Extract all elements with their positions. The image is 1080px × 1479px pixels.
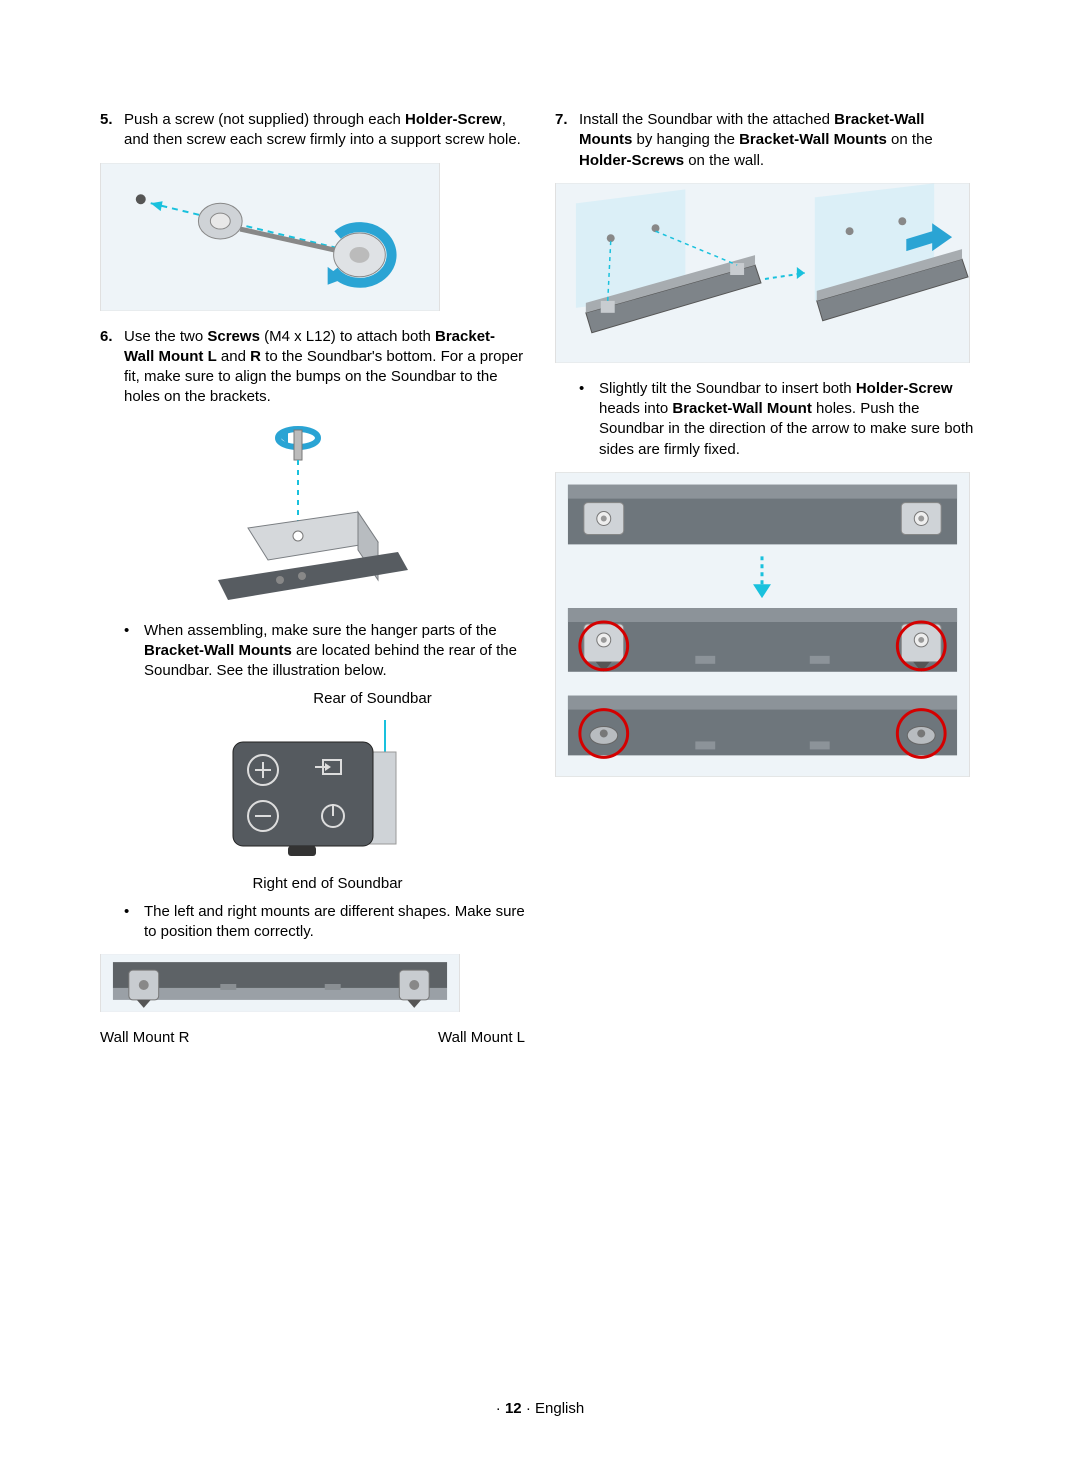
bold: Bracket-Wall Mounts: [144, 642, 292, 659]
step-number: 5.: [100, 110, 124, 151]
lang: English: [535, 1400, 584, 1417]
right-column: 7. Install the Soundbar with the attache…: [555, 110, 980, 1049]
note-body: When assembling, make sure the hanger pa…: [144, 621, 525, 682]
step-body: Use the two Screws (M4 x L12) to attach …: [124, 327, 525, 408]
text: on the wall.: [684, 152, 764, 169]
text: Use the two: [124, 328, 207, 345]
text: Push a screw (not supplied) through each: [124, 111, 405, 128]
page-number: 12: [505, 1400, 522, 1417]
figure-bracket-attach: [208, 420, 418, 605]
text: heads into: [599, 400, 672, 417]
bold: Holder-Screws: [579, 152, 684, 169]
figure-soundbar-end: [213, 718, 413, 868]
bold: Screws: [207, 328, 260, 345]
text: by hanging the: [632, 131, 739, 148]
dot: ·: [522, 1400, 535, 1417]
dot: ·: [496, 1400, 505, 1417]
text: When assembling, make sure the hanger pa…: [144, 622, 497, 639]
step-5: 5. Push a screw (not supplied) through e…: [100, 110, 525, 151]
step-7: 7. Install the Soundbar with the attache…: [555, 110, 980, 171]
step-number: 6.: [100, 327, 124, 408]
step-body: Install the Soundbar with the attached B…: [579, 110, 980, 171]
text: Slightly tilt the Soundbar to insert bot…: [599, 380, 856, 397]
text: and: [217, 348, 250, 365]
note-tilt-insert: • Slightly tilt the Soundbar to insert b…: [579, 379, 980, 460]
step-number: 7.: [555, 110, 579, 171]
step-6: 6. Use the two Screws (M4 x L12) to atta…: [100, 327, 525, 408]
wall-mount-labels: Wall Mount R Wall Mount L: [100, 1028, 525, 1048]
note-body: Slightly tilt the Soundbar to insert bot…: [599, 379, 980, 460]
text: Install the Soundbar with the attached: [579, 111, 834, 128]
bullet-icon: •: [124, 621, 144, 682]
figure-screw-through-holder: [100, 163, 440, 311]
left-column: 5. Push a screw (not supplied) through e…: [100, 110, 525, 1049]
figure-fix-sequence: [555, 472, 970, 777]
text: on the: [887, 131, 933, 148]
figure-wall-mounts: [100, 954, 460, 1012]
wall-mount-r-label: Wall Mount R: [100, 1028, 189, 1048]
bold: Bracket-Wall Mount: [672, 400, 811, 417]
bold: Holder-Screw: [856, 380, 953, 397]
rear-label: Rear of Soundbar: [220, 689, 525, 709]
bold: R: [250, 348, 261, 365]
two-column-layout: 5. Push a screw (not supplied) through e…: [100, 110, 980, 1049]
note-different-shapes: • The left and right mounts are differen…: [124, 902, 525, 943]
text: (M4 x L12) to attach both: [260, 328, 435, 345]
step-body: Push a screw (not supplied) through each…: [124, 110, 525, 151]
note-hanger-behind: • When assembling, make sure the hanger …: [124, 621, 525, 682]
bold: Holder-Screw: [405, 111, 502, 128]
bold: Bracket-Wall Mounts: [739, 131, 887, 148]
figure-hang-soundbar: [555, 183, 970, 363]
note-body: The left and right mounts are different …: [144, 902, 525, 943]
bullet-icon: •: [579, 379, 599, 460]
bullet-icon: •: [124, 902, 144, 943]
wall-mount-l-label: Wall Mount L: [438, 1028, 525, 1048]
right-end-label: Right end of Soundbar: [130, 874, 525, 894]
page-footer: · 12 · English: [0, 1399, 1080, 1419]
